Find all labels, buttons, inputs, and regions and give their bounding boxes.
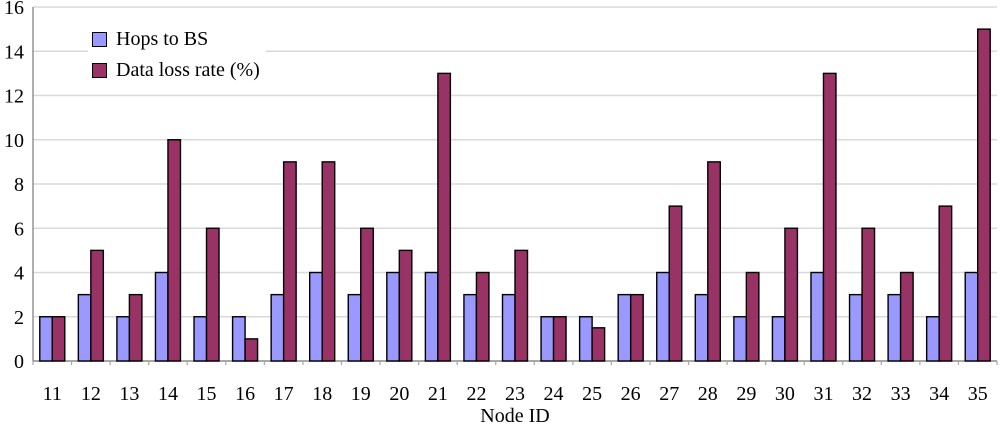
x-tick-label-11: 11 (43, 383, 62, 405)
x-tick-label-15: 15 (197, 383, 217, 405)
x-tick-label-19: 19 (351, 383, 371, 405)
y-tick-label-2: 2 (14, 307, 24, 329)
x-tick-label-24: 24 (544, 383, 564, 405)
bar-hops-15 (193, 316, 208, 362)
x-tick-label-32: 32 (852, 383, 872, 405)
bar-loss-15 (205, 227, 220, 362)
bar-hops-18 (309, 271, 323, 362)
bar-hops-19 (347, 293, 362, 362)
x-tick-label-26: 26 (621, 383, 641, 405)
bar-loss-28 (707, 161, 721, 362)
bar-loss-25 (591, 327, 606, 362)
y-tick-label-8: 8 (14, 174, 24, 196)
bar-hops-27 (656, 271, 670, 362)
y-tick-label-10: 10 (4, 130, 24, 152)
bar-hops-12 (77, 293, 92, 362)
x-tick-label-13: 13 (119, 383, 139, 405)
bar-hops-28 (694, 293, 709, 362)
legend-label-hops: Hops to BS (116, 27, 209, 50)
bar-loss-31 (822, 72, 837, 362)
bar-hops-25 (578, 316, 593, 362)
bar-loss-13 (128, 293, 143, 362)
bar-hops-35 (964, 271, 979, 362)
bar-hops-22 (463, 293, 478, 362)
x-tick-label-27: 27 (659, 383, 679, 405)
bar-hops-23 (501, 293, 516, 362)
legend-item-hops: Hops to BS (92, 24, 260, 55)
bar-loss-21 (437, 72, 452, 362)
bar-hops-32 (848, 293, 863, 362)
x-tick-label-28: 28 (698, 383, 718, 405)
bar-loss-20 (398, 249, 413, 362)
bar-loss-19 (360, 227, 374, 362)
x-tick-label-17: 17 (274, 383, 294, 405)
bar-loss-11 (51, 316, 66, 362)
bar-hops-33 (887, 293, 902, 362)
bar-loss-30 (784, 227, 799, 362)
y-tick-label-4: 4 (14, 263, 24, 285)
y-tick-label-6: 6 (14, 218, 24, 240)
y-tick-label-14: 14 (4, 41, 24, 63)
legend-label-loss: Data loss rate (%) (116, 58, 260, 81)
legend-swatch-loss-icon (92, 63, 107, 78)
bar-loss-33 (899, 271, 914, 362)
bar-hops-30 (771, 316, 786, 362)
x-tick-label-22: 22 (466, 383, 486, 405)
bar-loss-34 (938, 205, 953, 362)
bar-hops-24 (540, 316, 555, 362)
y-tick-label-16: 16 (4, 0, 24, 19)
bar-hops-29 (733, 316, 748, 362)
x-tick-label-31: 31 (813, 383, 833, 405)
bar-loss-24 (552, 316, 567, 362)
bar-loss-27 (668, 205, 683, 362)
x-tick-label-34: 34 (929, 383, 949, 405)
legend: Hops to BS Data loss rate (%) (88, 22, 266, 88)
bar-hops-21 (424, 271, 439, 362)
legend-item-loss: Data loss rate (%) (92, 55, 260, 86)
x-tick-label-35: 35 (968, 383, 988, 405)
bar-hops-17 (270, 293, 285, 362)
bar-loss-22 (475, 271, 490, 362)
bar-loss-23 (514, 249, 529, 362)
bar-loss-35 (977, 28, 991, 362)
x-tick-label-21: 21 (428, 383, 448, 405)
bar-loss-32 (861, 227, 876, 362)
bar-loss-29 (745, 271, 760, 362)
x-tick-label-18: 18 (312, 383, 332, 405)
bar-hops-26 (617, 293, 632, 362)
bar-loss-26 (629, 293, 644, 362)
bar-loss-14 (167, 139, 182, 362)
y-tick-label-0: 0 (14, 351, 24, 373)
x-tick-label-23: 23 (505, 383, 525, 405)
x-tick-label-33: 33 (891, 383, 911, 405)
y-tick-label-12: 12 (4, 86, 24, 108)
bar-hops-13 (116, 316, 131, 362)
x-tick-label-16: 16 (235, 383, 255, 405)
bar-hops-16 (231, 316, 246, 362)
legend-swatch-hops-icon (92, 32, 107, 47)
x-tick-label-20: 20 (389, 383, 409, 405)
bar-hops-14 (154, 271, 169, 362)
x-tick-label-29: 29 (736, 383, 756, 405)
x-axis-title: Node ID (480, 405, 550, 427)
bar-hops-34 (925, 316, 940, 362)
bar-loss-18 (321, 161, 336, 362)
x-tick-label-14: 14 (158, 383, 178, 405)
x-tick-label-30: 30 (775, 383, 795, 405)
x-tick-label-12: 12 (81, 383, 101, 405)
bar-loss-17 (282, 161, 297, 362)
bar-loss-16 (244, 338, 259, 362)
bar-loss-12 (90, 249, 105, 362)
bar-hops-11 (39, 316, 53, 362)
bar-hops-31 (810, 271, 825, 362)
x-tick-label-25: 25 (582, 383, 602, 405)
bar-hops-20 (386, 271, 401, 362)
